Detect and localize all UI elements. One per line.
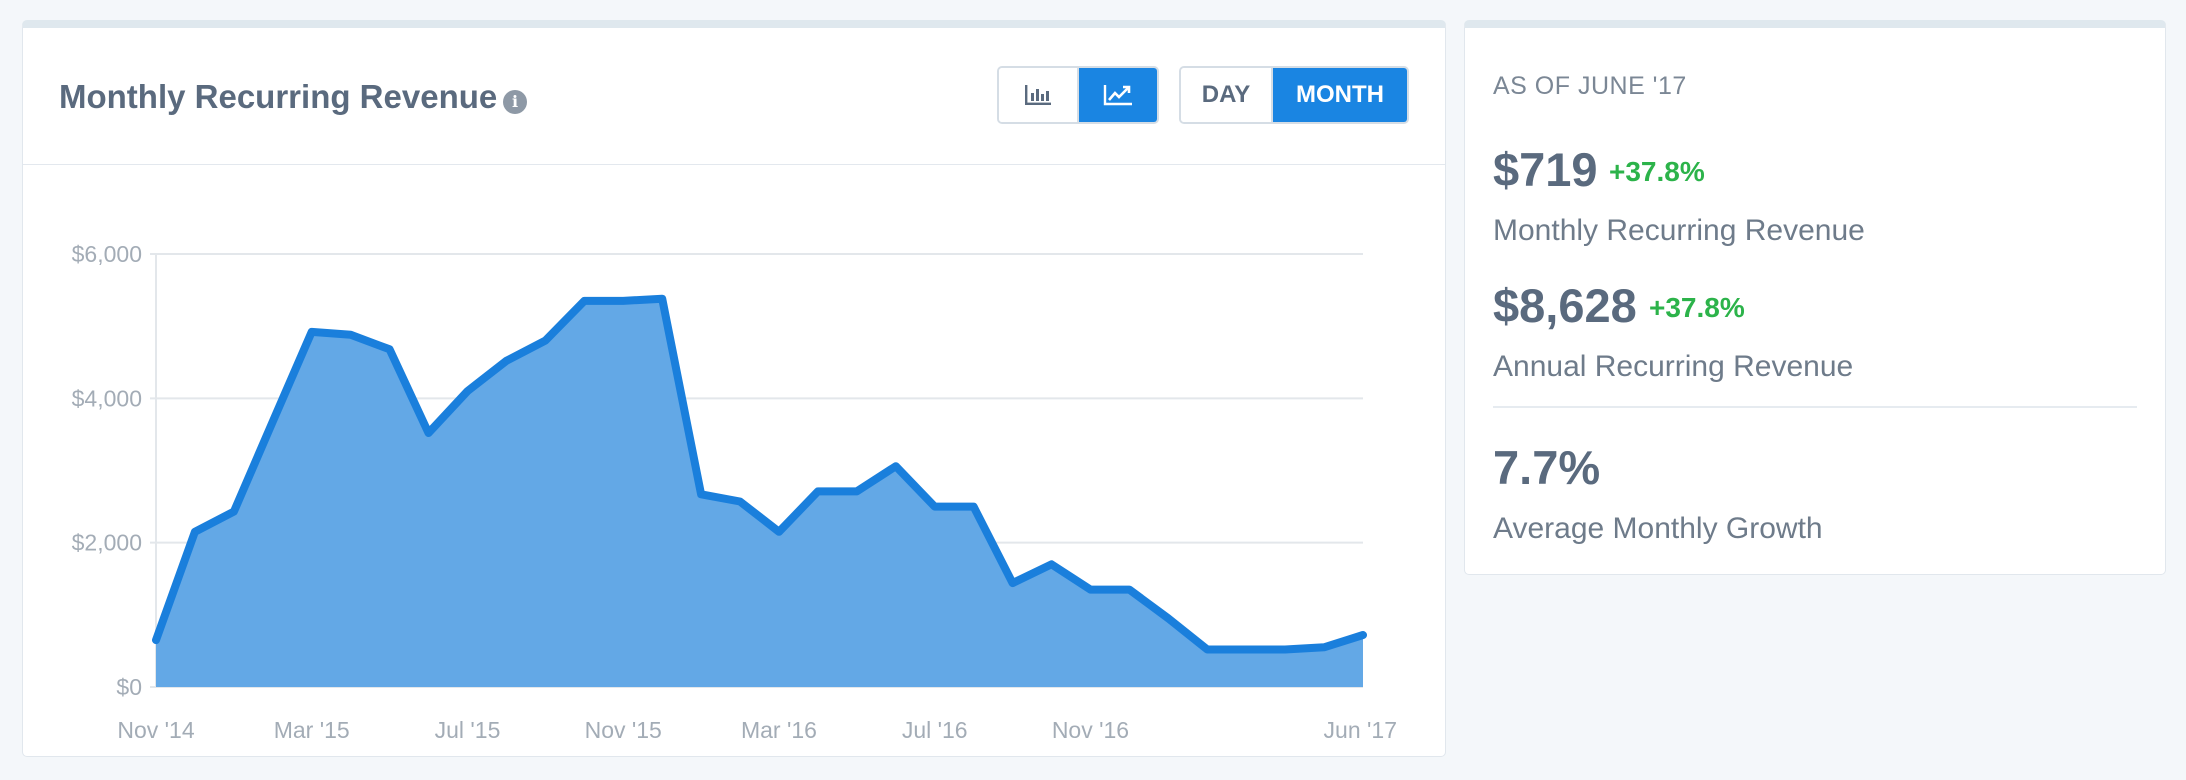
y-tick-label: $2,000: [72, 530, 142, 556]
mrr-value: $719: [1493, 143, 1598, 196]
series-line: [152, 294, 1367, 654]
line-chart-button[interactable]: [1079, 68, 1157, 122]
chart-type-toggle: [997, 66, 1159, 124]
arr-label: Annual Recurring Revenue: [1493, 350, 1854, 383]
mrr-chart-panel: Monthly Recurring Revenue i: [22, 20, 1446, 757]
series-area: [156, 298, 1363, 687]
x-tick-label: Mar '16: [741, 717, 817, 743]
x-tick-label: Nov '14: [117, 717, 194, 743]
x-tick-label: Jun '17: [1324, 717, 1397, 743]
mrr-area-chart: $0 $2,000 $4,000 $6,000 Nov '14 Mar '15 Jul '1…: [72, 241, 1397, 743]
x-tick-label: Jul '15: [435, 717, 501, 743]
period-toggle: DAY MONTH: [1179, 66, 1409, 124]
x-tick-label: Nov '16: [1052, 717, 1129, 743]
growth-value: 7.7%: [1493, 441, 1601, 494]
x-tick-label: Mar '15: [274, 717, 350, 743]
arr-change-badge: +37.8%: [1649, 292, 1745, 323]
mrr-label: Monthly Recurring Revenue: [1493, 214, 1865, 247]
bar-chart-icon: [1025, 85, 1051, 105]
x-tick-label: Nov '15: [585, 717, 662, 743]
x-tick-label: Jul '16: [902, 717, 968, 743]
growth-label: Average Monthly Growth: [1493, 512, 1823, 545]
mrr-change-badge: +37.8%: [1609, 156, 1705, 187]
line-chart-icon: [1103, 85, 1132, 106]
y-tick-label: $6,000: [72, 241, 142, 267]
arr-value: $8,628: [1493, 279, 1637, 332]
day-button[interactable]: DAY: [1181, 68, 1273, 122]
stats-panel: AS OF JUNE '17 $719 +37.8% Monthly Recur…: [1464, 20, 2166, 575]
chart-panel-title: Monthly Recurring Revenue: [59, 78, 498, 115]
y-tick-label: $4,000: [72, 385, 142, 411]
y-tick-label: $0: [116, 674, 142, 700]
bar-chart-button[interactable]: [999, 68, 1079, 122]
info-icon[interactable]: i: [503, 90, 527, 114]
stats-divider: [1493, 406, 2137, 408]
as-of-date: AS OF JUNE '17: [1493, 72, 1687, 100]
month-button[interactable]: MONTH: [1273, 68, 1407, 122]
chart-panel-header: Monthly Recurring Revenue i: [23, 28, 1445, 165]
